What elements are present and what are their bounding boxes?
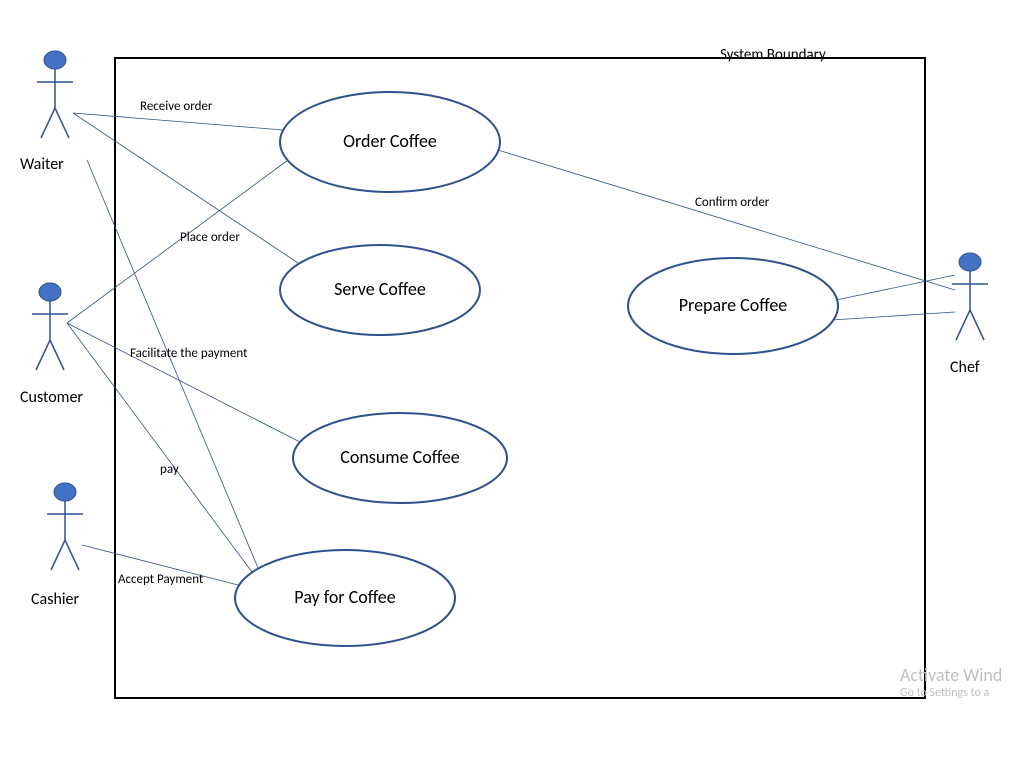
edge-label-2: Place order [180, 230, 240, 245]
edge-2 [67, 160, 288, 323]
edge-0 [73, 113, 283, 130]
actor-customer [32, 283, 68, 370]
usecase-label-pay: Pay for Coffee [240, 586, 450, 608]
usecase-label-order: Order Coffee [285, 130, 495, 152]
usecase-label-prepare: Prepare Coffee [633, 294, 833, 316]
edge-label-7: Confirm order [695, 195, 769, 210]
boundary-title: System Boundary [720, 46, 826, 64]
edge-3 [67, 323, 300, 442]
actor-label-waiter: Waiter [20, 155, 64, 174]
edge-label-4: pay [160, 462, 179, 477]
edge-label-5: Facilitate the payment [130, 346, 247, 361]
actor-chef [952, 253, 988, 340]
watermark-line2: Go to Settings to a [900, 686, 989, 700]
edge-label-0: Receive order [140, 99, 212, 114]
actor-cashier [47, 483, 83, 570]
actor-label-chef: Chef [950, 358, 980, 377]
edge-8 [836, 275, 955, 300]
actor-label-cashier: Cashier [31, 590, 79, 609]
watermark-line1: Activate Wind [900, 664, 1002, 686]
edge-5 [87, 160, 258, 568]
usecase-label-consume: Consume Coffee [298, 446, 502, 468]
diagram-canvas [0, 0, 1024, 767]
usecase-label-serve: Serve Coffee [285, 278, 475, 300]
actor-label-customer: Customer [20, 388, 83, 407]
actor-waiter [37, 51, 73, 138]
edge-label-6: Accept Payment [118, 572, 203, 587]
edge-9 [832, 312, 955, 320]
